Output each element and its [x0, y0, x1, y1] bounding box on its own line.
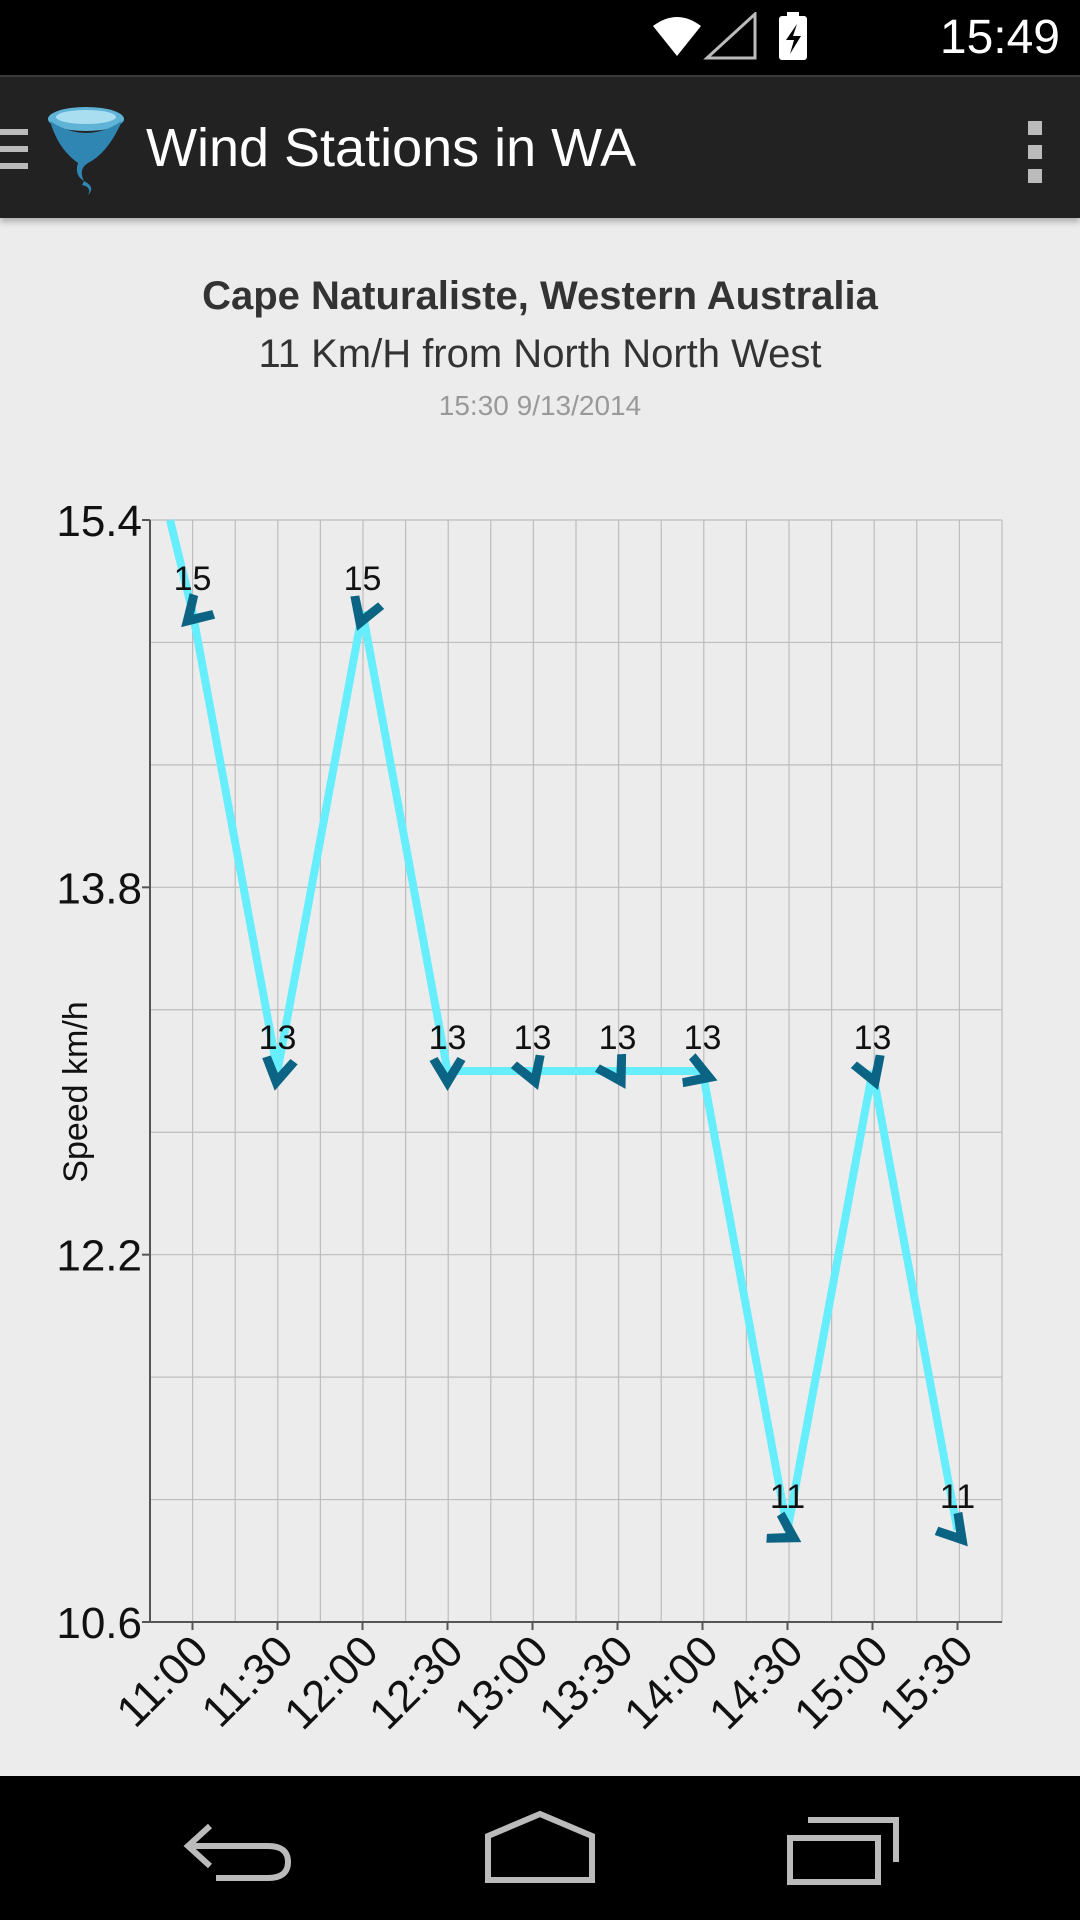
back-icon[interactable] [180, 1808, 300, 1888]
data-label: 13 [599, 1019, 637, 1057]
data-label: 11 [940, 1478, 975, 1516]
data-label: 15 [344, 560, 382, 598]
data-label: 11 [770, 1478, 805, 1516]
arrow-head [350, 595, 385, 631]
chart-header: Cape Naturaliste, Western Australia 11 K… [0, 268, 1080, 426]
wind-arrow-marker [682, 1053, 718, 1088]
wind-arrow-marker [181, 593, 216, 628]
wind-arrow-marker [934, 1511, 968, 1547]
data-label: 15 [174, 560, 212, 598]
arrow-head [850, 1054, 885, 1091]
x-tick-label: 12:30 [360, 1626, 473, 1739]
arrow-head [510, 1054, 545, 1091]
arrow-head [181, 593, 216, 628]
wind-arrow-marker [350, 595, 385, 631]
grid [149, 519, 1003, 1623]
arrow-head [594, 1053, 627, 1089]
wind-arrow-marker [429, 1057, 466, 1091]
arrow-head [766, 1511, 802, 1543]
y-tick-label: 10.6 [56, 1599, 142, 1648]
chart-subtitle: 11 Km/H from North North West [258, 332, 822, 376]
wind-arrow-marker [262, 1055, 298, 1091]
status-time: 15:49 [939, 11, 1060, 64]
chart-timestamp: 15:30 9/13/2014 [438, 390, 642, 421]
x-tick-label: 14:00 [615, 1626, 728, 1739]
y-tick-label: 13.8 [56, 864, 142, 913]
data-label: 13 [259, 1019, 297, 1057]
y-tick-label: 12.2 [56, 1232, 142, 1281]
wind-arrow-marker [510, 1054, 545, 1091]
wind-arrow-marker [850, 1054, 885, 1091]
data-label: 13 [854, 1019, 892, 1057]
home-icon[interactable] [480, 1808, 600, 1888]
x-tick-label: 14:30 [700, 1626, 813, 1739]
direction-arrows [181, 593, 968, 1547]
wind-arrow-marker [594, 1053, 627, 1089]
recent-apps-icon[interactable] [780, 1808, 900, 1888]
signal-icon [703, 12, 757, 60]
data-label: 13 [429, 1019, 467, 1057]
data-label: 13 [684, 1019, 722, 1057]
tornado-logo-icon[interactable] [44, 105, 128, 195]
y-axis-label: Speed km/h [57, 1001, 95, 1182]
drawer-menu-icon[interactable] [0, 127, 30, 171]
navigation-bar [0, 1776, 1080, 1920]
y-tick-label: 15.4 [56, 497, 142, 546]
battery-icon [779, 12, 807, 60]
overflow-menu-icon[interactable] [1022, 117, 1048, 187]
status-bar: 15:49 [0, 0, 1080, 75]
arrow-head [262, 1055, 298, 1091]
arrow-head [934, 1511, 968, 1547]
wifi-icon [653, 17, 701, 56]
status-icons [653, 12, 807, 60]
wind-speed-chart: 15.413.812.210.611:0011:3012:0012:3013:0… [56, 497, 1003, 1739]
chart-title: Cape Naturaliste, Western Australia [202, 274, 878, 318]
x-tick-label: 13:30 [530, 1626, 643, 1739]
arrow-head [682, 1053, 718, 1088]
x-tick-label: 13:00 [445, 1626, 558, 1739]
x-tick-label: 15:30 [870, 1626, 983, 1739]
wind-arrow-marker [766, 1511, 802, 1543]
arrow-head [429, 1057, 466, 1091]
action-bar: Wind Stations in WA [0, 75, 1080, 218]
data-label: 13 [514, 1019, 552, 1057]
x-tick-label: 15:00 [785, 1626, 898, 1739]
app-title: Wind Stations in WA [146, 118, 637, 178]
data-labels: 15 13 15 13 13 13 13 11 13 11 [174, 560, 976, 1516]
x-tick-label: 12:00 [275, 1626, 388, 1739]
x-tick-label: 11:30 [192, 1626, 302, 1736]
